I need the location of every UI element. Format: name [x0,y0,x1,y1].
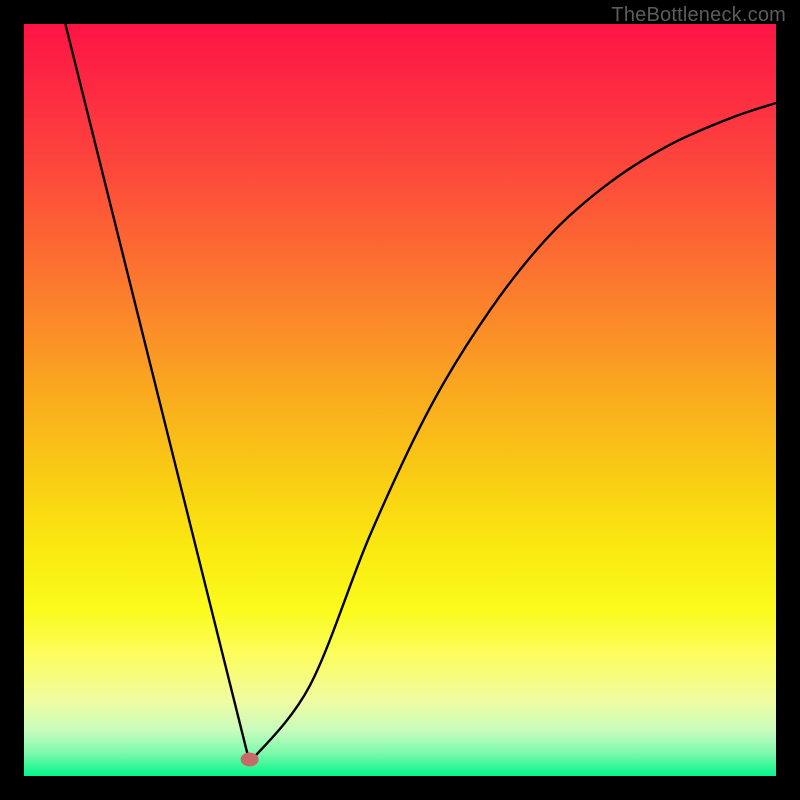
bottleneck-curve [65,24,776,762]
chart-frame: TheBottleneck.com [0,0,800,800]
curve-overlay [24,24,776,776]
optimal-point-marker [241,752,259,766]
plot-area [24,24,776,776]
attribution-label: TheBottleneck.com [611,4,786,27]
